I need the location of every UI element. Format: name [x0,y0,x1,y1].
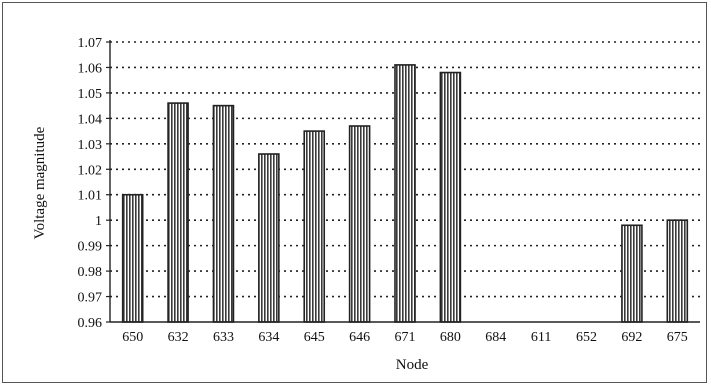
bar-650 [121,193,144,323]
bars [121,64,689,323]
bar-634 [258,153,280,323]
bar-632 [167,102,189,323]
x-axis-label: Node [396,357,429,373]
bar-645 [303,130,326,323]
axes [106,40,700,323]
y-tick-label: 1.03 [78,138,103,153]
x-tick-label: 652 [576,330,597,345]
y-tick-label: 1.04 [78,112,103,127]
x-tick-labels: 650 632 633 634 645 646 671 680 684 611 652 692 675 [122,330,688,345]
y-tick-labels: 0.96 0.97 0.98 0.99 1 1.01 1.02 1.03 1.04 1.05 1.0… [78,36,103,331]
y-tick-label: 1.07 [78,36,103,51]
y-tick-label: 1.01 [78,189,103,204]
bar-671 [394,64,416,323]
x-tick-label: 675 [667,330,688,345]
x-tick-label: 692 [621,330,642,345]
y-tick-label: 0.96 [78,316,103,331]
y-tick-label: 1.06 [78,61,103,76]
bar-692 [621,224,643,323]
y-tick-label: 0.99 [78,240,103,255]
x-tick-label: 680 [440,330,461,345]
bar-646 [348,125,371,323]
y-tick-label: 0.97 [78,291,103,306]
y-tick-label: 1.05 [78,87,103,102]
bar-633 [212,104,235,323]
x-tick-label: 645 [304,330,325,345]
x-tick-label: 633 [213,330,234,345]
x-tick-label: 671 [395,330,416,345]
y-axis-label: Voltage magnitude [32,126,48,239]
x-tick-label: 650 [122,330,143,345]
x-tick-label: 634 [258,330,279,345]
bar-680 [439,71,462,323]
bar-675 [666,219,689,323]
x-tick-label: 684 [485,330,506,345]
x-tick-label: 632 [168,330,189,345]
x-tick-label: 611 [531,330,551,345]
y-tick-label: 1 [95,214,102,229]
y-tick-label: 1.02 [78,163,103,178]
x-tick-label: 646 [349,330,370,345]
y-tick-label: 0.98 [78,265,103,280]
